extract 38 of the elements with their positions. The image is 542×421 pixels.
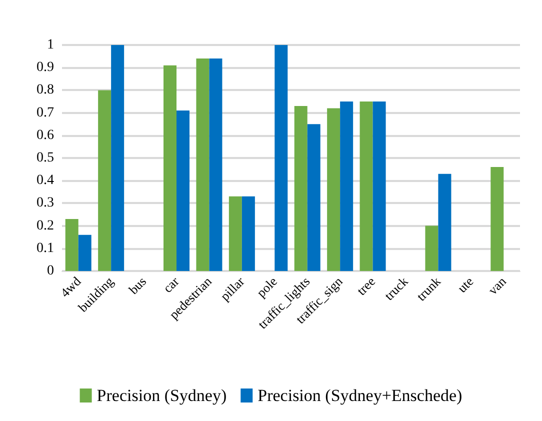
bar [360,102,373,271]
bar [438,174,452,271]
bar [111,45,124,271]
bar [490,167,504,271]
bar [65,219,78,271]
y-tick-label: 0.4 [36,173,54,188]
x-tick-label: bus [126,274,150,298]
y-tick-label: 1 [47,38,54,52]
bar [78,234,92,271]
bar [209,58,222,271]
bar [196,58,210,271]
bar [372,102,386,271]
y-tick-label: 0.9 [36,60,54,76]
bar [228,196,242,271]
bar [425,226,438,271]
x-tick-label: van [485,273,510,298]
x-tick-label: tree [354,274,378,298]
y-tick-label: 0.7 [36,105,54,120]
x-tick-label: truck [381,273,412,304]
bar [98,90,112,271]
y-tick-label: 0 [47,264,54,278]
x-tick-label: ute [454,274,476,296]
y-tick-label: 0.6 [36,128,54,143]
bar [274,45,288,271]
y-tick-label: 0.8 [36,82,54,98]
y-tick-label: 0.3 [36,196,54,211]
bar [327,108,340,271]
legend-label: Precision (Sydney+Enschede) [258,386,462,405]
bar [307,124,320,271]
y-tick-label: 0.5 [36,150,54,166]
bar [340,102,354,271]
bar [242,196,255,271]
y-tick-label: 0.1 [36,240,54,256]
y-tick-label: 0.2 [36,218,54,234]
bar [164,65,176,271]
bar [294,106,308,271]
legend-label: Precision (Sydney) [96,386,227,405]
bar [176,110,190,271]
